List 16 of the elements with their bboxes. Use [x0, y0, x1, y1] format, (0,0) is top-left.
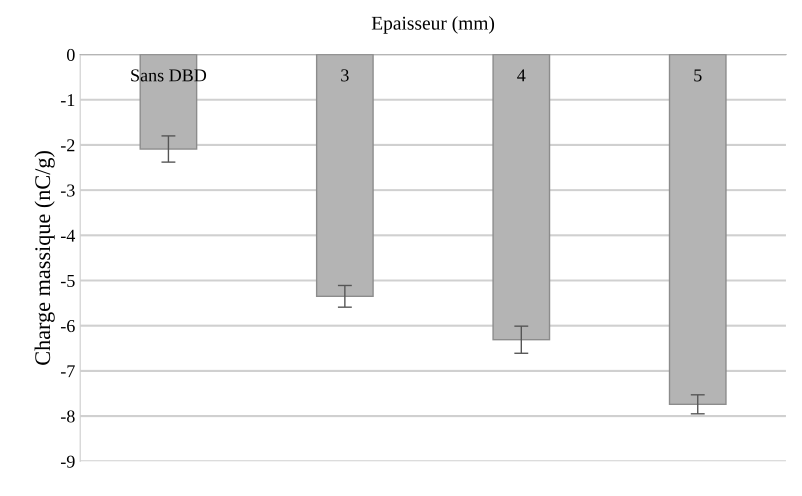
x-tick-label: 3	[341, 69, 349, 82]
x-tick-label: Sans DBD	[131, 69, 206, 82]
y-tick-label: -9	[60, 456, 75, 468]
y-tick-label: -7	[60, 365, 75, 378]
x-axis-title: Epaisseur (mm)	[372, 16, 494, 34]
y-tick-label: -4	[60, 230, 76, 242]
y-tick-label: -1	[60, 94, 74, 106]
x-tick-label: 5	[694, 69, 702, 82]
y-tick-label: -2	[60, 139, 74, 152]
y-tick-label: -8	[60, 410, 75, 423]
x-tick-label: 4	[517, 69, 526, 82]
y-tick-label: -3	[60, 184, 75, 197]
y-axis-title: Charge massique (nC/g)	[34, 151, 55, 365]
y-tick-label: 0	[67, 48, 75, 61]
y-tick-label: -6	[60, 320, 75, 332]
y-tick-label: -5	[60, 274, 75, 287]
